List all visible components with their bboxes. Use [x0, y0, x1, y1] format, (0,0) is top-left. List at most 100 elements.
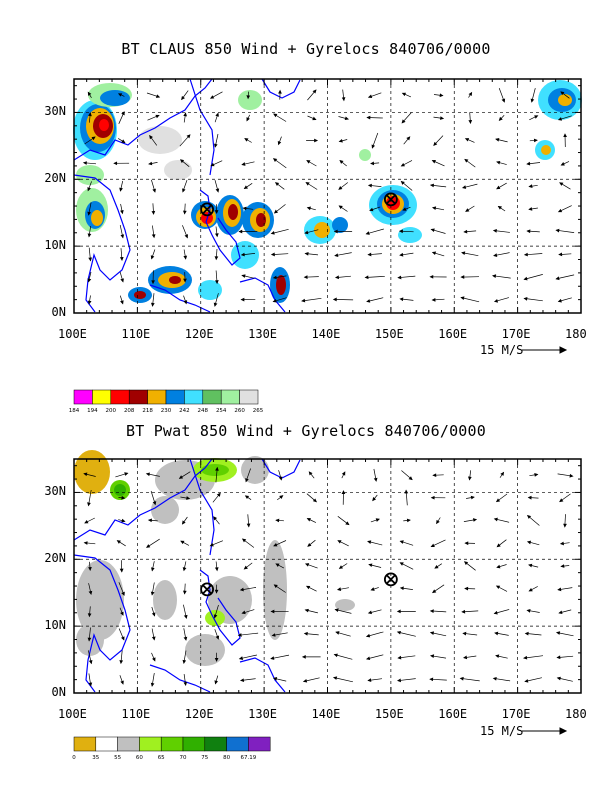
wind-vector-head	[273, 113, 278, 118]
colorbar-swatch	[95, 736, 118, 752]
x-tick-label: 160E	[438, 707, 468, 721]
wind-vector-head	[495, 138, 500, 142]
gyre-marker-cross	[202, 204, 212, 215]
wind-vector-head	[402, 207, 407, 211]
wind-vector-head	[151, 234, 156, 239]
panel2-axis-ticks	[73, 459, 582, 694]
wind-vector-head	[213, 614, 218, 619]
wind-vector-head	[84, 519, 89, 524]
wind-vector-head	[563, 523, 567, 528]
wind-vector-head	[88, 682, 93, 687]
wind-vector-head	[147, 518, 153, 523]
colorbar-swatch	[92, 389, 112, 405]
wind-vector-head	[270, 656, 275, 660]
colorbar-swatch	[139, 736, 162, 752]
wind-vector	[333, 677, 353, 683]
wind-vector-head	[334, 608, 339, 613]
wind-vector-head	[401, 92, 407, 97]
wind-vector-head	[492, 677, 497, 681]
wind-vector-head	[366, 656, 371, 661]
colorbar-label: 200	[106, 408, 117, 414]
y-tick-label: 30N	[44, 484, 66, 499]
wind-vector-head	[88, 590, 93, 595]
wind-vector	[238, 632, 259, 636]
wind-vector-head	[560, 564, 565, 568]
wind-vector-head	[371, 144, 376, 149]
gyre-marker-cross	[386, 194, 396, 204]
wind-vector-head	[113, 161, 118, 166]
wind-vector-head	[241, 610, 246, 615]
x-tick-label: 140E	[311, 327, 341, 341]
wind-vector-head	[400, 180, 405, 185]
gyre-marker-cross	[202, 584, 212, 595]
wind-vector-head	[558, 252, 563, 257]
wind-vector-head	[495, 585, 501, 590]
wind-vector-head	[430, 495, 435, 500]
x-tick-label: 110E	[121, 707, 151, 721]
wind-vector-head	[151, 567, 155, 572]
wind-vector-head	[275, 563, 280, 567]
wind-vector-head	[497, 205, 503, 210]
wind-vector-head	[150, 255, 155, 260]
wind-vector-head	[365, 633, 371, 638]
wind-vector-head	[121, 139, 126, 144]
wind-vector-head	[396, 609, 401, 614]
wind-vector-head	[468, 120, 473, 125]
wind-vector-head	[534, 472, 539, 477]
wind-vector-head	[496, 543, 501, 548]
colorbar-label: 248	[198, 408, 209, 414]
wind-vector-head	[468, 91, 473, 96]
wind-vector-head	[215, 466, 219, 471]
wind-vector-head	[335, 631, 340, 635]
colorbar-label: 254	[216, 408, 227, 414]
wind-vector-head	[278, 89, 282, 94]
wind-vector-head	[274, 182, 280, 186]
wind-vector-head	[273, 209, 279, 214]
x-tick-label: 100E	[58, 327, 87, 341]
wind-vector-head	[303, 275, 308, 279]
y-tick-label: 30N	[44, 104, 66, 119]
wind-vector-head	[493, 517, 498, 522]
x-tick-label: 110E	[121, 327, 151, 341]
wind-vector-head	[270, 230, 275, 235]
wind-vector-head	[429, 183, 435, 188]
wind-vector-head	[270, 609, 275, 614]
wind-vector-head	[182, 188, 186, 193]
wind-vector-head	[91, 136, 96, 141]
wind-vector-head	[526, 161, 531, 166]
panel1-axis-ticks	[73, 79, 582, 314]
wind-vector-head	[183, 300, 188, 305]
wind-vector-head	[301, 655, 306, 659]
wind-vector-head	[278, 476, 283, 481]
panel2-title: BT Pwat 850 Wind + Gyrelocs 840706/0000	[126, 422, 486, 440]
wind-vector-head	[523, 655, 528, 660]
wind-vector-head	[432, 206, 437, 211]
colorbar-label: 70	[180, 755, 187, 761]
colorbar-swatch	[147, 389, 167, 405]
wind-vector-head	[244, 138, 249, 142]
wind-vector-head	[215, 112, 219, 117]
wind-vector-head	[151, 612, 156, 617]
wind-vector-head	[120, 234, 125, 239]
wind-vector-head	[492, 228, 497, 233]
x-tick-label: 130E	[248, 327, 278, 341]
wind-vector-head	[396, 630, 401, 635]
wind-vector-head	[334, 253, 339, 257]
wind-vector-head	[526, 540, 532, 545]
wind-vector-head	[120, 210, 124, 215]
wind-vector-head	[87, 637, 92, 642]
wind-vector-head	[271, 633, 276, 637]
panel1-reference-vector	[522, 346, 568, 354]
wind-vector-head	[433, 141, 438, 146]
wind-vector-head	[461, 609, 466, 614]
wind-vector-head	[215, 280, 219, 285]
wind-vector-head	[312, 498, 318, 503]
gyre-marker-icon	[383, 572, 398, 587]
colorbar-swatch	[128, 389, 148, 405]
wind-vector-head	[119, 660, 124, 665]
wind-vector-head	[430, 543, 435, 547]
wind-vector-head	[312, 89, 317, 94]
wind-vector-head	[182, 590, 187, 595]
wind-vector-head	[209, 95, 215, 99]
wind-vector-head	[556, 631, 561, 635]
